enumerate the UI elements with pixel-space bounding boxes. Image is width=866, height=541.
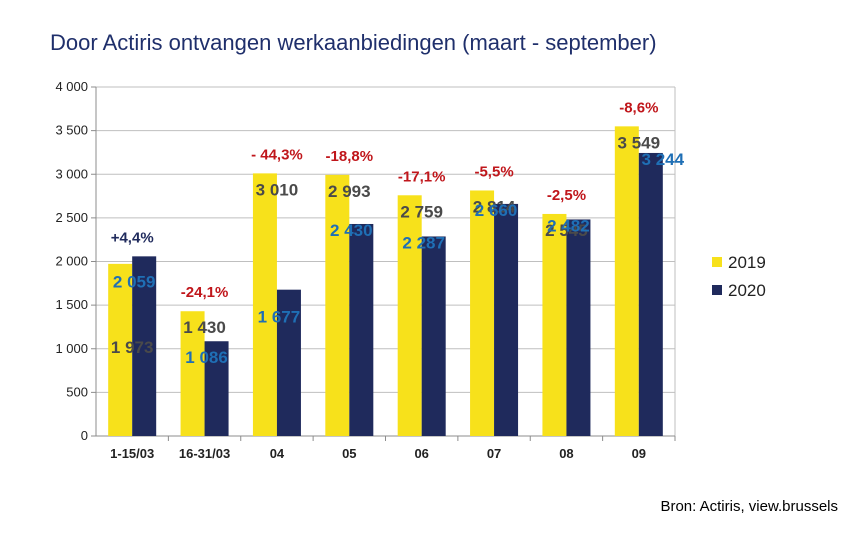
data-label-2020: 3 244 [642, 150, 685, 169]
bar-2020 [638, 152, 663, 436]
data-label-2019: 2 814 [473, 197, 516, 216]
data-label-2020: 2 660 [475, 201, 518, 220]
change-label: -5,5% [474, 163, 513, 180]
bar-2020 [566, 219, 591, 436]
legend: 2019 2020 [712, 253, 766, 300]
x-tick-label: 1-15/03 [110, 446, 154, 461]
data-label-2019: 2 759 [400, 202, 443, 221]
x-tick-label: 08 [559, 446, 573, 461]
change-label: -24,1% [181, 284, 229, 301]
chart-title: Door Actiris ontvangen werkaanbiedingen … [50, 30, 657, 55]
change-label: -8,6% [619, 99, 658, 116]
legend-swatch-2019 [712, 257, 722, 267]
data-label-2019: 1 973 [111, 338, 154, 357]
change-label: -18,8% [326, 148, 374, 165]
bar-2019 [325, 174, 350, 436]
data-labels: 1 973 2 059 +4,4% 1 430 1 086 -24,1% 3 010 1 67… [111, 99, 685, 367]
bar-2019 [542, 213, 567, 436]
bar-2019 [180, 311, 205, 436]
x-tick-label: 07 [487, 446, 501, 461]
x-tick-label: 05 [342, 446, 356, 461]
x-tick-label: 04 [270, 446, 285, 461]
legend-swatch-2020 [712, 285, 722, 295]
data-label-2019: 2 545 [545, 221, 588, 240]
y-tick-label: 1 500 [55, 297, 88, 312]
y-tick-label: 1 000 [55, 341, 88, 356]
source-note: Bron: Actiris, view.brussels [660, 498, 838, 515]
x-tick-label: 09 [632, 446, 646, 461]
x-tick-label: 16-31/03 [179, 446, 230, 461]
data-label-2020: 1 677 [258, 308, 301, 327]
data-label-2019: 3 549 [618, 133, 661, 152]
change-label: -17,1% [398, 168, 446, 185]
axes: 0 500 1 000 1 500 2 000 2 500 3 000 3 500 4 000 1… [55, 79, 676, 461]
y-tick-label: 3 000 [55, 166, 88, 181]
bar-2019 [397, 195, 422, 436]
change-label: +4,4% [111, 229, 154, 246]
bar-2019 [252, 173, 277, 436]
bar-2019 [108, 263, 133, 436]
data-label-2019: 3 010 [256, 180, 299, 199]
bar-2020 [421, 236, 446, 436]
data-label-2020: 2 059 [113, 272, 156, 291]
change-label: -2,5% [547, 187, 586, 204]
bar-2020 [204, 341, 229, 436]
data-label-2020: 1 086 [185, 348, 228, 367]
bar-2020 [349, 223, 374, 436]
data-label-2020: 2 287 [402, 233, 445, 252]
bars [108, 126, 663, 437]
y-tick-label: 2 500 [55, 210, 88, 225]
change-label: - 44,3% [251, 146, 303, 163]
data-label-2020: 2 482 [547, 216, 590, 235]
legend-label-2019: 2019 [728, 253, 766, 272]
y-tick-label: 500 [66, 384, 88, 399]
y-tick-label: 2 000 [55, 254, 88, 269]
x-tick-label: 06 [414, 446, 428, 461]
legend-label-2020: 2020 [728, 281, 766, 300]
bar-2019 [614, 126, 639, 437]
bar-2019 [470, 190, 495, 436]
bar-2020 [276, 289, 301, 436]
y-tick-label: 3 500 [55, 123, 88, 138]
y-tick-label: 4 000 [55, 79, 88, 94]
data-label-2019: 1 430 [183, 318, 226, 337]
bar-2020 [494, 203, 519, 436]
bar-2020 [132, 256, 157, 436]
data-label-2020: 2 430 [330, 221, 373, 240]
y-tick-label: 0 [81, 428, 88, 443]
data-label-2019: 2 993 [328, 182, 371, 201]
